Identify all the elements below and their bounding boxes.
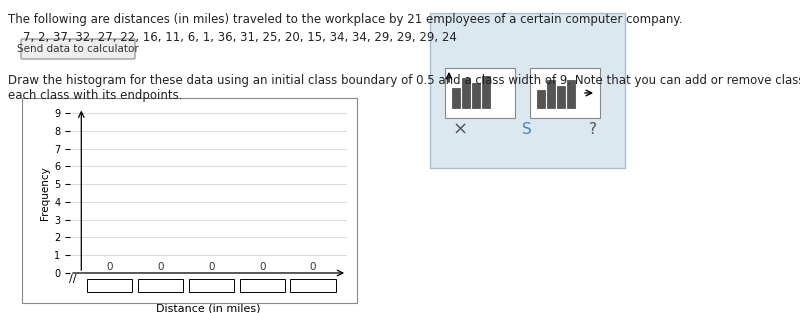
Bar <box>138 279 183 292</box>
Text: ?: ? <box>589 122 597 137</box>
FancyBboxPatch shape <box>21 39 135 59</box>
Text: Frequency: Frequency <box>39 166 50 220</box>
Bar <box>87 279 132 292</box>
Text: each class with its endpoints.: each class with its endpoints. <box>8 89 182 102</box>
Text: Draw the histogram for these data using an initial class boundary of 0.5 and a c: Draw the histogram for these data using … <box>8 74 800 87</box>
FancyBboxPatch shape <box>430 13 625 168</box>
Text: The following are distances (in miles) traveled to the workplace by 21 employees: The following are distances (in miles) t… <box>8 13 682 26</box>
Text: 7, 2, 37, 32, 27, 22, 16, 11, 6, 1, 36, 31, 25, 20, 15, 34, 34, 29, 29, 29, 24: 7, 2, 37, 32, 27, 22, 16, 11, 6, 1, 36, … <box>8 31 457 44</box>
Text: S: S <box>522 122 532 137</box>
Bar <box>472 83 480 108</box>
FancyBboxPatch shape <box>445 68 515 118</box>
Text: Send data to calculator: Send data to calculator <box>17 44 139 54</box>
Bar <box>462 78 470 108</box>
Bar <box>537 90 545 108</box>
Bar <box>567 80 575 108</box>
Bar <box>547 80 555 108</box>
Text: 0: 0 <box>157 262 164 272</box>
FancyBboxPatch shape <box>22 98 357 303</box>
Text: //: // <box>69 274 77 284</box>
Bar <box>482 76 490 108</box>
Text: ×: × <box>453 121 467 139</box>
Bar <box>557 86 565 108</box>
Bar <box>452 88 460 108</box>
Bar <box>290 279 336 292</box>
FancyBboxPatch shape <box>530 68 600 118</box>
Text: 0: 0 <box>259 262 266 272</box>
Bar <box>239 279 285 292</box>
Bar <box>189 279 234 292</box>
Text: 0: 0 <box>106 262 113 272</box>
Text: 0: 0 <box>310 262 316 272</box>
Text: Distance (in miles): Distance (in miles) <box>156 303 261 313</box>
Text: 0: 0 <box>208 262 214 272</box>
